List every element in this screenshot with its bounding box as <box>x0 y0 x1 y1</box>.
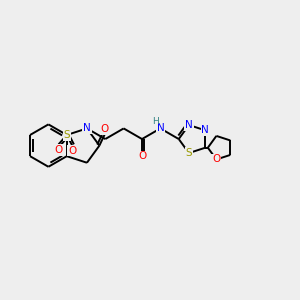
Text: N: N <box>185 120 193 130</box>
Text: O: O <box>138 152 146 161</box>
Text: O: O <box>54 145 63 155</box>
Text: O: O <box>100 124 109 134</box>
Text: O: O <box>212 154 220 164</box>
Text: S: S <box>64 130 70 140</box>
Text: O: O <box>68 146 76 156</box>
Text: N: N <box>157 123 164 134</box>
Text: H: H <box>152 118 158 127</box>
Text: S: S <box>186 148 192 158</box>
Text: N: N <box>83 123 91 134</box>
Text: N: N <box>202 125 209 135</box>
